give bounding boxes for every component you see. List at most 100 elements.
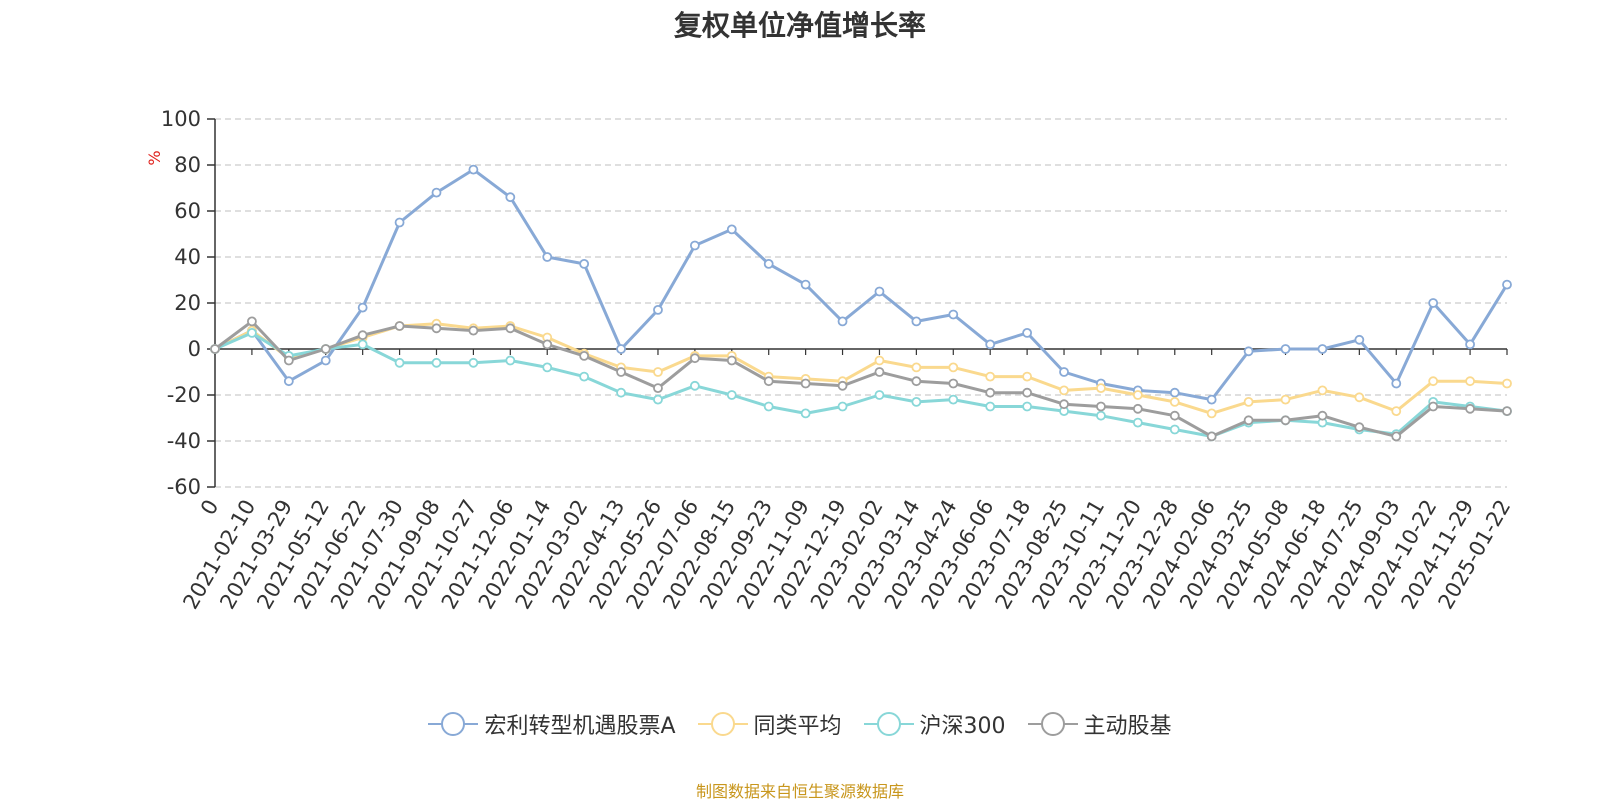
- data-point: [1465, 376, 1475, 387]
- data-point: [874, 355, 885, 366]
- legend-item-4[interactable]: 主动股基: [1027, 708, 1172, 740]
- data-point: [394, 321, 405, 331]
- data-point: [505, 192, 516, 203]
- y-tick-label: 20: [174, 291, 201, 315]
- data-point: [431, 357, 442, 368]
- data-point: [911, 316, 922, 327]
- data-point: [726, 390, 737, 400]
- data-point: [689, 380, 700, 391]
- data-point: [1243, 346, 1254, 357]
- data-source-note: 制图数据来自恒生聚源数据库: [695, 782, 904, 801]
- data-point: [1280, 415, 1291, 426]
- data-point: [800, 279, 811, 290]
- data-point: [689, 240, 700, 251]
- data-point: [653, 304, 663, 315]
- legend: 宏利转型机遇股票A 同类平均 沪深300 主动股基: [0, 704, 1600, 744]
- data-point: [1428, 298, 1439, 308]
- legend-item-3[interactable]: 沪深300: [863, 708, 1006, 740]
- data-point: [726, 224, 737, 235]
- y-tick-label: -40: [167, 429, 201, 453]
- legend-marker-icon: [428, 709, 479, 739]
- data-point: [985, 339, 996, 350]
- data-point: [837, 316, 848, 327]
- data-point: [210, 344, 220, 354]
- data-point: [505, 323, 516, 334]
- data-point: [837, 401, 848, 412]
- legend-item-2[interactable]: 同类平均: [697, 708, 842, 740]
- legend-marker-icon: [1027, 709, 1078, 739]
- data-point: [985, 387, 996, 398]
- data-point: [1132, 403, 1143, 414]
- data-point: [911, 376, 922, 387]
- data-point: [616, 367, 626, 377]
- data-point: [357, 330, 368, 341]
- data-point: [1280, 344, 1291, 354]
- data-point: [763, 376, 774, 387]
- y-tick-label: 40: [174, 245, 201, 269]
- data-point: [837, 380, 848, 391]
- data-point: [468, 325, 479, 336]
- y-tick-label: -60: [167, 475, 201, 499]
- data-point: [320, 344, 331, 354]
- y-tick-label: 80: [174, 153, 201, 177]
- data-point: [1280, 394, 1291, 405]
- series-line-4: [214, 319, 1508, 438]
- data-point: [468, 164, 479, 175]
- data-point: [1096, 410, 1106, 421]
- chart-title: 复权单位净值增长率: [673, 9, 926, 42]
- data-point: [283, 376, 294, 387]
- data-point: [1502, 406, 1512, 417]
- data-point: [247, 327, 257, 338]
- data-point: [948, 378, 959, 389]
- data-point: [763, 401, 774, 412]
- data-point: [505, 355, 516, 366]
- data-point: [1502, 279, 1512, 290]
- data-point: [1132, 390, 1143, 400]
- data-point: [1391, 406, 1402, 417]
- data-point: [1096, 383, 1106, 394]
- data-point: [985, 371, 996, 382]
- data-point: [653, 394, 663, 405]
- data-point: [1022, 327, 1033, 338]
- data-point: [763, 258, 774, 269]
- data-point: [1206, 408, 1217, 419]
- data-point: [1465, 339, 1475, 350]
- data-point: [468, 357, 479, 368]
- data-point: [579, 350, 590, 361]
- data-point: [542, 339, 553, 350]
- legend-label: 沪深300: [919, 714, 1006, 739]
- data-point: [1243, 396, 1254, 407]
- data-point: [542, 252, 553, 262]
- legend-marker-icon: [697, 709, 748, 739]
- data-point: [874, 390, 885, 400]
- data-point: [1354, 392, 1365, 403]
- data-point: [1096, 401, 1106, 412]
- data-point: [911, 362, 922, 373]
- data-point: [394, 357, 405, 368]
- data-point: [1169, 387, 1180, 398]
- data-point: [1206, 394, 1217, 405]
- data-point: [1317, 385, 1328, 396]
- data-point: [948, 394, 959, 405]
- data-point: [1206, 431, 1217, 442]
- data-point: [1391, 378, 1402, 389]
- data-point: [948, 309, 959, 320]
- data-point: [1502, 378, 1512, 389]
- data-point: [1354, 422, 1365, 433]
- data-point: [320, 355, 331, 366]
- legend-item-1[interactable]: 宏利转型机遇股票A: [428, 708, 676, 740]
- data-point: [1169, 410, 1180, 421]
- data-point: [1169, 424, 1180, 435]
- data-point: [1059, 399, 1069, 410]
- data-point: [357, 339, 368, 350]
- data-point: [394, 217, 405, 228]
- data-point: [247, 316, 257, 327]
- data-point: [1317, 344, 1328, 354]
- data-point: [579, 371, 590, 382]
- y-tick-label: 0: [188, 337, 201, 361]
- data-point: [1059, 367, 1069, 377]
- data-point: [579, 258, 590, 269]
- y-tick-label: -20: [167, 383, 201, 407]
- data-point: [1022, 387, 1033, 398]
